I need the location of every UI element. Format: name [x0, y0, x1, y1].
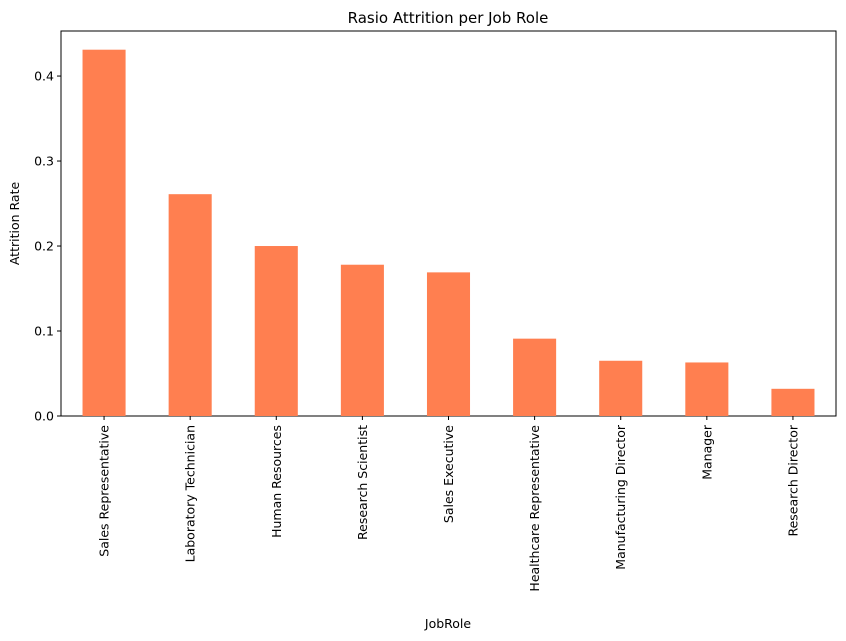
- bars-group: [82, 49, 815, 416]
- y-axis: 0.0 0.1 0.2 0.3 0.4: [34, 69, 61, 424]
- bar-sales-representative: [82, 49, 126, 416]
- x-tick-label: Sales Representative: [97, 425, 112, 557]
- x-axis: Sales Representative Laboratory Technicia…: [97, 416, 800, 592]
- x-tick-label: Research Scientist: [355, 425, 370, 540]
- y-axis-title: Attrition Rate: [7, 182, 22, 266]
- bar-manufacturing-director: [599, 360, 643, 416]
- y-tick-label: 0.1: [34, 324, 54, 339]
- x-tick-label: Research Director: [785, 424, 800, 536]
- x-tick-label: Human Resources: [269, 425, 284, 538]
- bar-manager: [685, 362, 729, 416]
- x-tick-label: Healthcare Representative: [527, 425, 542, 592]
- bar-research-director: [771, 388, 815, 416]
- bar-human-resources: [254, 246, 298, 416]
- bar-sales-executive: [426, 272, 471, 416]
- chart-title: Rasio Attrition per Job Role: [348, 9, 549, 27]
- y-tick-label: 0.0: [34, 409, 54, 424]
- x-tick-label: Manufacturing Director: [613, 424, 628, 570]
- plot-area: 0.0 0.1 0.2 0.3 0.4 Sales Representative Labo…: [34, 30, 837, 592]
- y-tick-label: 0.3: [34, 154, 54, 169]
- x-tick-label: Laboratory Technician: [183, 425, 198, 562]
- x-axis-title: JobRole: [424, 616, 472, 631]
- bar-healthcare-representative: [513, 338, 557, 416]
- bar-research-scientist: [340, 264, 384, 416]
- y-tick-label: 0.4: [34, 69, 54, 84]
- bar-laboratory-technician: [168, 194, 212, 416]
- x-tick-label: Sales Executive: [441, 425, 456, 523]
- y-tick-label: 0.2: [34, 239, 54, 254]
- x-tick-label: Manager: [699, 424, 714, 480]
